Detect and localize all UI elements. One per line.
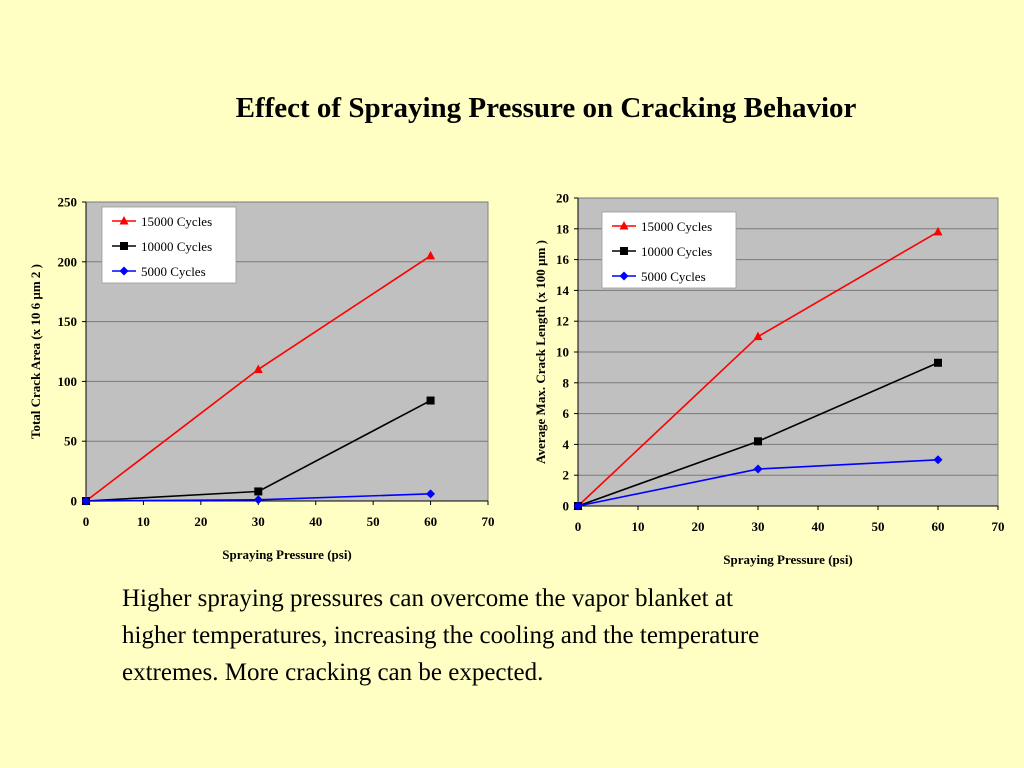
slide-body-text: Higher spraying pressures can overcome t… bbox=[122, 580, 942, 691]
x-tick-label: 30 bbox=[252, 514, 265, 529]
y-tick-label: 0 bbox=[563, 499, 570, 514]
y-tick-label: 12 bbox=[556, 314, 569, 329]
legend-label: 5000 Cycles bbox=[641, 269, 706, 284]
x-axis-label: Spraying Pressure (psi) bbox=[222, 547, 352, 562]
y-tick-label: 10 bbox=[556, 345, 569, 360]
diamond-marker bbox=[573, 501, 583, 511]
diamond-marker bbox=[933, 455, 943, 465]
triangle-marker bbox=[933, 226, 943, 236]
diamond-marker bbox=[81, 496, 91, 506]
legend-label: 10000 Cycles bbox=[641, 244, 712, 259]
y-tick-label: 20 bbox=[556, 191, 569, 206]
triangle-marker bbox=[119, 216, 129, 225]
y-tick-label: 150 bbox=[58, 314, 78, 329]
body-line: higher temperatures, increasing the cool… bbox=[122, 622, 760, 649]
square-marker bbox=[754, 437, 762, 446]
x-tick-label: 0 bbox=[83, 514, 90, 529]
diamond-marker bbox=[753, 464, 763, 474]
y-tick-label: 18 bbox=[556, 221, 570, 236]
y-tick-label: 2 bbox=[563, 468, 570, 483]
y-tick-label: 4 bbox=[563, 437, 570, 452]
y-axis-label: Total Crack Area (x 10 6 µm 2 ) bbox=[28, 264, 43, 439]
y-tick-label: 50 bbox=[64, 434, 77, 449]
legend-label: 5000 Cycles bbox=[141, 264, 206, 279]
y-tick-label: 16 bbox=[556, 252, 570, 267]
x-tick-label: 60 bbox=[424, 514, 437, 529]
legend-label: 15000 Cycles bbox=[641, 219, 712, 234]
legend-label: 10000 Cycles bbox=[141, 239, 212, 254]
y-tick-label: 14 bbox=[556, 283, 570, 298]
x-tick-label: 10 bbox=[137, 514, 150, 529]
square-marker bbox=[254, 487, 263, 496]
body-line: extremes. More cracking can be expected. bbox=[122, 659, 544, 686]
x-tick-label: 60 bbox=[932, 519, 945, 534]
diamond-marker bbox=[426, 489, 436, 499]
x-tick-label: 70 bbox=[482, 514, 495, 529]
triangle-marker bbox=[253, 364, 263, 373]
y-axis-label: Average Max. Crack Length (x 100 µm ) bbox=[533, 240, 548, 464]
diamond-marker bbox=[119, 266, 129, 276]
x-tick-label: 10 bbox=[632, 519, 645, 534]
x-axis-label: Spraying Pressure (psi) bbox=[723, 552, 853, 567]
y-tick-label: 200 bbox=[58, 254, 78, 269]
y-tick-label: 0 bbox=[71, 494, 78, 509]
x-tick-label: 50 bbox=[367, 514, 380, 529]
x-tick-label: 50 bbox=[872, 519, 885, 534]
triangle-marker bbox=[426, 250, 436, 260]
square-marker bbox=[620, 247, 628, 255]
diamond-marker bbox=[253, 495, 263, 505]
triangle-marker bbox=[753, 331, 763, 341]
y-tick-label: 250 bbox=[58, 195, 78, 210]
square-marker bbox=[426, 396, 435, 405]
x-tick-label: 40 bbox=[812, 519, 825, 534]
x-tick-label: 20 bbox=[194, 514, 207, 529]
x-tick-label: 30 bbox=[752, 519, 765, 534]
y-tick-label: 8 bbox=[563, 375, 570, 390]
slide-title: Effect of Spraying Pressure on Cracking … bbox=[235, 92, 857, 124]
square-marker bbox=[120, 242, 128, 250]
x-tick-label: 20 bbox=[692, 519, 705, 534]
legend-label: 15000 Cycles bbox=[141, 214, 212, 229]
triangle-marker bbox=[619, 221, 629, 230]
x-tick-label: 0 bbox=[575, 519, 582, 534]
body-line: Higher spraying pressures can overcome t… bbox=[122, 585, 733, 612]
x-tick-label: 70 bbox=[992, 519, 1005, 534]
y-tick-label: 100 bbox=[58, 374, 78, 389]
y-tick-label: 6 bbox=[563, 406, 570, 421]
diamond-marker bbox=[619, 271, 629, 281]
square-marker bbox=[934, 358, 942, 367]
x-tick-label: 40 bbox=[309, 514, 322, 529]
